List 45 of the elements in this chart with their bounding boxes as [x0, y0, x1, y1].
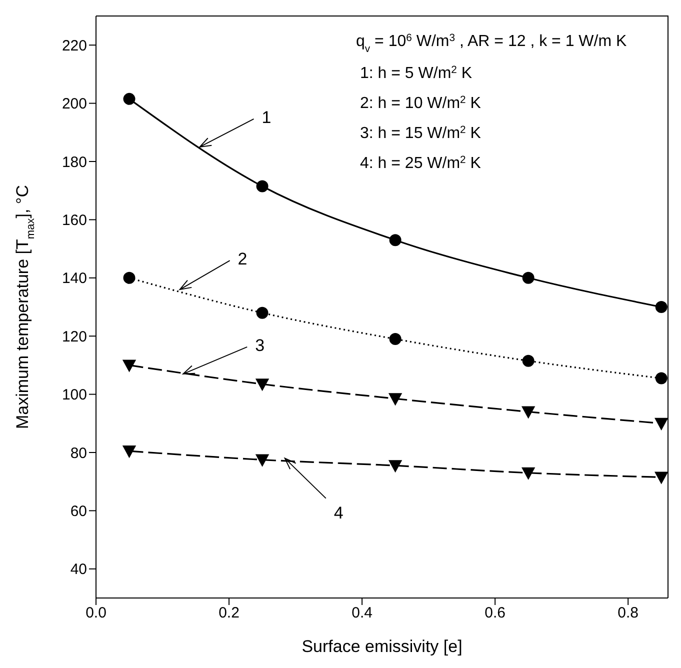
point [256, 454, 269, 466]
y-tick-label: 100 [62, 386, 87, 404]
point [256, 378, 269, 391]
y-tick-label: 60 [70, 503, 87, 520]
point [122, 446, 136, 458]
x-tick-label: 0.8 [618, 604, 639, 622]
point [389, 333, 402, 346]
y-tick-label: 120 [62, 328, 87, 346]
x-tick-label: 0.0 [86, 604, 106, 622]
y-tick-label: 140 [62, 270, 87, 288]
point [654, 418, 668, 430]
y-tick-label: 40 [70, 561, 87, 578]
point [388, 460, 402, 472]
annotation: 1: h = 5 W/m$^{2}$ K [360, 64, 472, 82]
annotation: 3 [255, 336, 265, 355]
y-tick-label: 180 [62, 154, 87, 171]
y-tick-label: 160 [62, 212, 87, 230]
point [122, 360, 136, 372]
point [522, 406, 535, 418]
x-tick-label: 0.4 [352, 604, 372, 622]
point [654, 472, 668, 484]
y-tick-label: 220 [62, 37, 87, 54]
annotation: 2 [238, 250, 248, 269]
point [389, 234, 402, 246]
point [522, 272, 534, 284]
annotation: 4 [334, 503, 344, 522]
x-tick-label: 0.2 [218, 604, 240, 622]
x-tick-label: 0.6 [484, 604, 506, 622]
point [123, 272, 136, 284]
y-tick-label: 80 [70, 444, 87, 462]
point [655, 301, 668, 313]
point [256, 306, 268, 319]
y-tick-label: 200 [62, 96, 87, 113]
annotation: 1 [262, 108, 272, 127]
point [256, 180, 268, 192]
point [123, 92, 136, 105]
annotation: 3: h = 15 W/m$^{2}$ K [360, 124, 482, 142]
annotation: q$_{v}$ = 10$^{6}$ W/m$^{3}$ , AR = 12 , k = 1 W/m K [356, 32, 627, 54]
point [522, 354, 534, 367]
point [655, 372, 668, 384]
annotation: 4: h = 25 W/m$^{2}$ K [360, 154, 482, 172]
point [388, 393, 402, 406]
point [522, 467, 535, 480]
annotation: 2: h = 10 W/m$^{2}$ K [360, 94, 482, 112]
x-axis-title: Surface emissivity [e] [302, 637, 462, 656]
